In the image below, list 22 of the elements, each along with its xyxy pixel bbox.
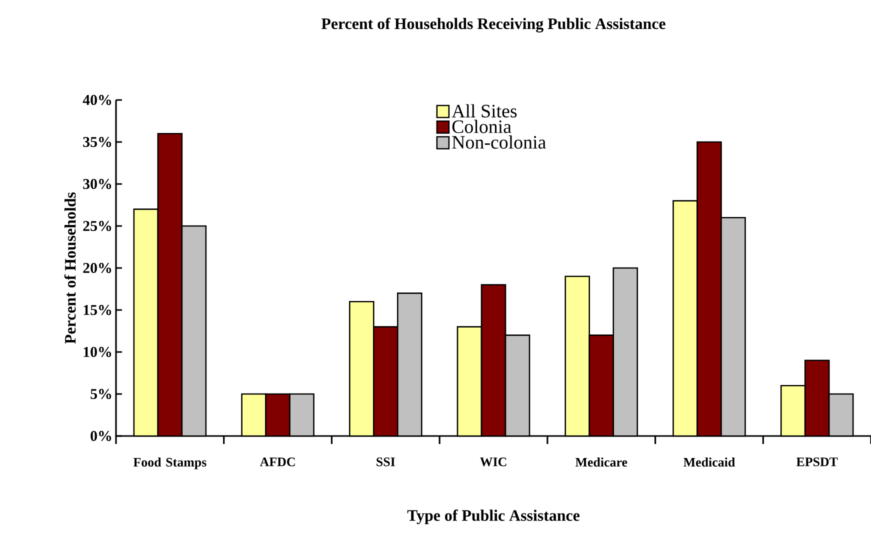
x-tick-label: AFDC (260, 458, 295, 466)
x-tick-label: WIC (480, 458, 506, 466)
legend-label: All Sites (452, 104, 517, 118)
y-axis-title: Percent of Households (64, 192, 76, 344)
y-tick-label: 5% (90, 388, 112, 400)
x-tick-label: EPSDT (796, 458, 838, 466)
legend-label: Colonia (452, 120, 512, 134)
y-tick-label: 0% (90, 430, 112, 442)
x-tick-label: Medicare (575, 458, 628, 467)
x-tick-label: Food Stamps (133, 458, 206, 470)
x-tick-label: SSI (376, 458, 395, 466)
y-tick-label: 25% (83, 220, 112, 232)
x-axis-title: Type of Public Assistance (407, 510, 580, 524)
x-tick-label: Medicaid (684, 458, 735, 467)
y-tick-label: 15% (84, 304, 112, 316)
y-tick-label: 35% (83, 136, 112, 148)
chart-title: Percent of Households Receiving Public Assistance (321, 18, 666, 32)
y-tick-label: 20% (83, 262, 112, 274)
y-tick-label: 30% (83, 178, 112, 190)
legend-label: Non-colonia (452, 135, 546, 149)
y-tick-label: 10% (84, 346, 112, 358)
y-tick-label: 40% (82, 94, 112, 106)
